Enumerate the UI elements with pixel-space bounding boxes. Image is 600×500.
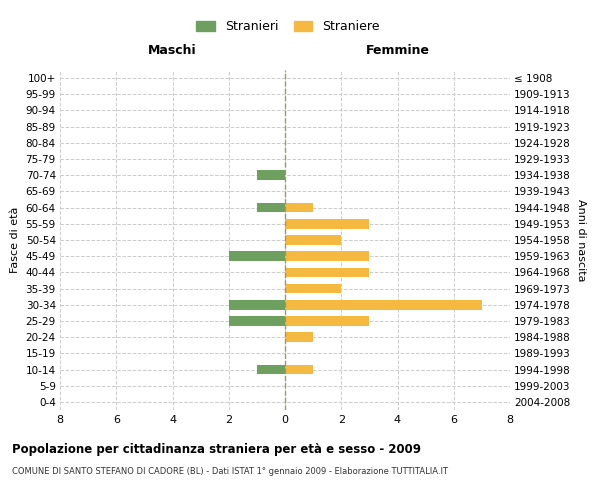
Text: Maschi: Maschi — [148, 44, 197, 57]
Bar — [285, 316, 370, 326]
Bar — [257, 203, 285, 212]
Bar — [285, 219, 370, 228]
Text: Popolazione per cittadinanza straniera per età e sesso - 2009: Popolazione per cittadinanza straniera p… — [12, 442, 421, 456]
Bar — [285, 252, 370, 261]
Bar — [285, 300, 482, 310]
Bar — [285, 268, 370, 277]
Bar — [285, 203, 313, 212]
Bar — [285, 235, 341, 245]
Text: Femmine: Femmine — [365, 44, 430, 57]
Bar — [229, 252, 285, 261]
Bar — [257, 364, 285, 374]
Y-axis label: Anni di nascita: Anni di nascita — [577, 198, 586, 281]
Bar — [229, 300, 285, 310]
Bar — [285, 364, 313, 374]
Bar — [229, 316, 285, 326]
Bar — [257, 170, 285, 180]
Bar — [285, 284, 341, 294]
Bar — [285, 332, 313, 342]
Text: COMUNE DI SANTO STEFANO DI CADORE (BL) - Dati ISTAT 1° gennaio 2009 - Elaborazio: COMUNE DI SANTO STEFANO DI CADORE (BL) -… — [12, 468, 448, 476]
Legend: Stranieri, Straniere: Stranieri, Straniere — [193, 16, 383, 37]
Y-axis label: Fasce di età: Fasce di età — [10, 207, 20, 273]
